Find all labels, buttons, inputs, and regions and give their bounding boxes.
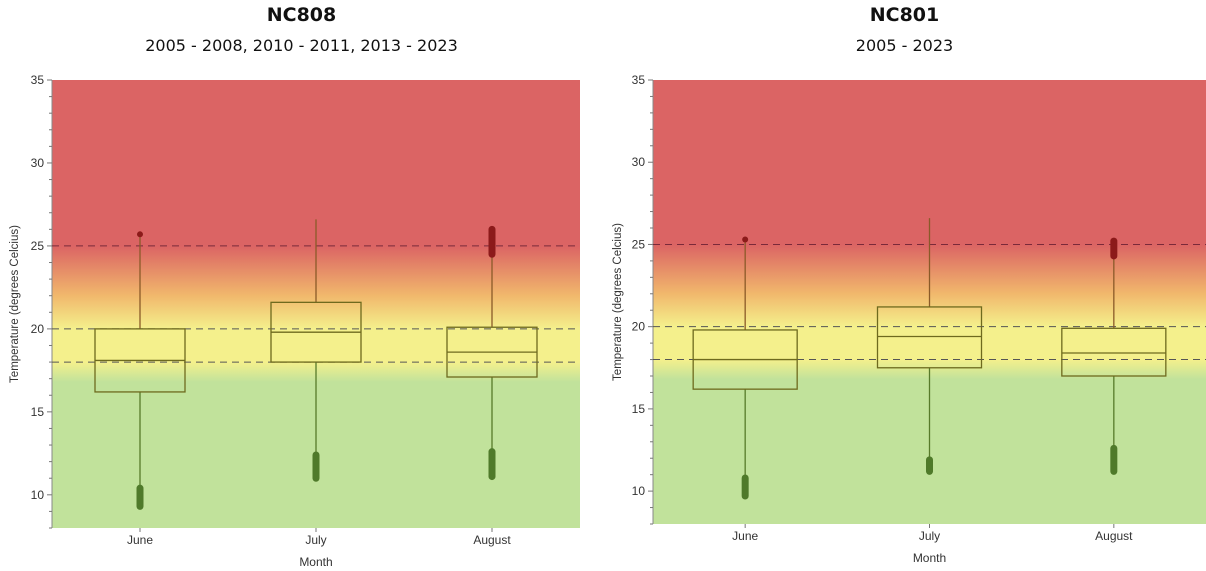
y-tick-label: 10 [632,484,646,498]
x-axis-title: Month [913,551,946,565]
x-tick-label: June [127,533,153,547]
y-tick-label: 30 [31,156,45,170]
y-tick-label: 30 [632,155,646,169]
y-tick-label: 25 [31,239,45,253]
outlier-high [742,236,749,243]
boxplot-nc808: 10 15 20 25 30 35 June July August Month Temperatu… [9,73,580,569]
y-axis-title: Temperature (degrees Celcius) [612,223,624,381]
box-june [692,236,798,500]
y-tick-label: 20 [632,320,646,334]
x-tick-label: July [919,529,940,543]
box-august [446,225,538,481]
x-axis-title: Month [299,555,332,569]
y-axis-title: Temperature (degrees Celcius) [9,225,21,383]
outlier-high [137,231,143,238]
chart-panel-nc808: NC808 2005 - 2008, 2010 - 2011, 2013 - 2… [9,4,580,569]
x-tick-label: June [732,529,758,543]
chart-title: NC808 [266,4,337,26]
box-august [1061,237,1167,475]
x-tick-label: July [305,533,326,547]
x-tick-label: August [473,533,511,547]
y-tick-label: 25 [632,237,646,251]
x-tick-label: August [1095,529,1133,543]
box-iqr [1061,327,1167,377]
y-tick-label: 15 [632,402,646,416]
box-july [876,218,983,475]
y-tick-label: 35 [632,73,646,87]
chart-panel-nc801: NC801 2005 - 2023 10 15 20 25 30 35 June July Au… [603,0,1206,571]
boxplot-nc801: 10 15 20 25 30 35 June July August Month Temperatu… [612,73,1206,565]
y-tick-label: 20 [31,322,45,336]
chart-subtitle: 2005 - 2023 [855,36,954,55]
box-june [94,231,186,510]
box-iqr [876,306,983,369]
chart-title: NC801 [869,4,940,26]
box-july [270,219,362,482]
y-tick-label: 15 [31,405,45,419]
y-tick-label: 10 [31,488,45,502]
chart-subtitle: 2005 - 2008, 2010 - 2011, 2013 - 2023 [145,36,458,55]
y-tick-label: 35 [31,73,45,87]
